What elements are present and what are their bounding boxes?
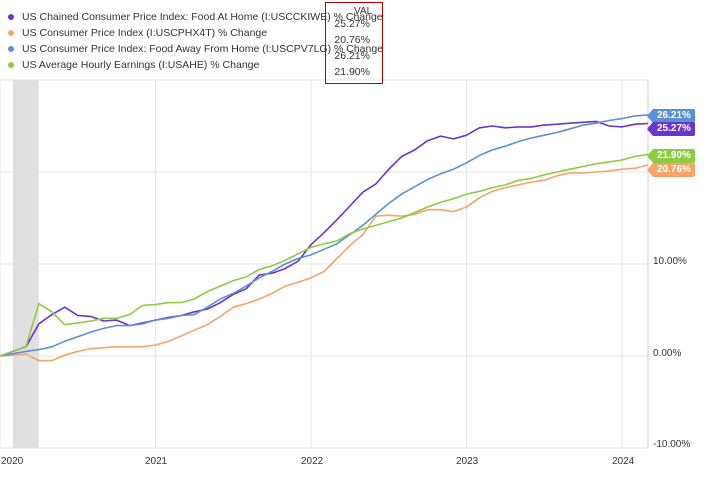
value-column-header: VAL — [354, 6, 373, 17]
legend-label: US Consumer Price Index: Food Away From … — [22, 43, 384, 55]
legend-dot-icon — [8, 14, 14, 20]
legend-value: 20.76% — [334, 34, 370, 46]
end-value-label: 26.21% — [647, 109, 695, 123]
series-line — [0, 153, 649, 357]
value-highlight-box — [325, 2, 383, 84]
legend-item: US Chained Consumer Price Index: Food At… — [8, 9, 383, 25]
legend-item: US Consumer Price Index (I:USCPHX4T) % C… — [8, 25, 383, 41]
legend-label: US Consumer Price Index (I:USCPHX4T) % C… — [22, 27, 268, 39]
end-value-label: 21.90% — [647, 149, 695, 163]
x-tick-label: 2024 — [612, 456, 635, 467]
legend: US Chained Consumer Price Index: Food At… — [8, 9, 383, 73]
x-tick-label: 2022 — [301, 456, 324, 467]
highlight-band — [12, 80, 39, 448]
series-line — [0, 164, 649, 362]
x-tick-label: 2020 — [1, 456, 24, 467]
x-tick-label: 2021 — [145, 456, 168, 467]
y-tick-label: -10.00% — [653, 439, 691, 450]
legend-item: US Consumer Price Index: Food Away From … — [8, 41, 383, 57]
recession-band — [12, 80, 39, 448]
series-line — [0, 114, 648, 357]
end-value-label: 25.27% — [647, 122, 695, 136]
legend-dot-icon — [8, 46, 14, 52]
y-tick-label: 10.00% — [653, 256, 687, 267]
legend-dot-icon — [8, 62, 14, 68]
legend-value: 21.90% — [334, 66, 370, 78]
legend-value: 25.27% — [334, 18, 370, 30]
legend-label: US Chained Consumer Price Index: Food At… — [22, 11, 383, 23]
y-tick-label: 0.00% — [653, 348, 682, 359]
end-value-label: 20.76% — [647, 163, 695, 177]
series-line — [0, 120, 648, 357]
gridlines — [0, 79, 649, 449]
legend-label: US Average Hourly Earnings (I:USAHE) % C… — [22, 59, 260, 71]
legend-dot-icon — [8, 30, 14, 36]
legend-item: US Average Hourly Earnings (I:USAHE) % C… — [8, 57, 383, 73]
x-tick-label: 2023 — [456, 456, 479, 467]
series-lines — [0, 114, 649, 362]
legend-value: 26.21% — [334, 50, 370, 62]
